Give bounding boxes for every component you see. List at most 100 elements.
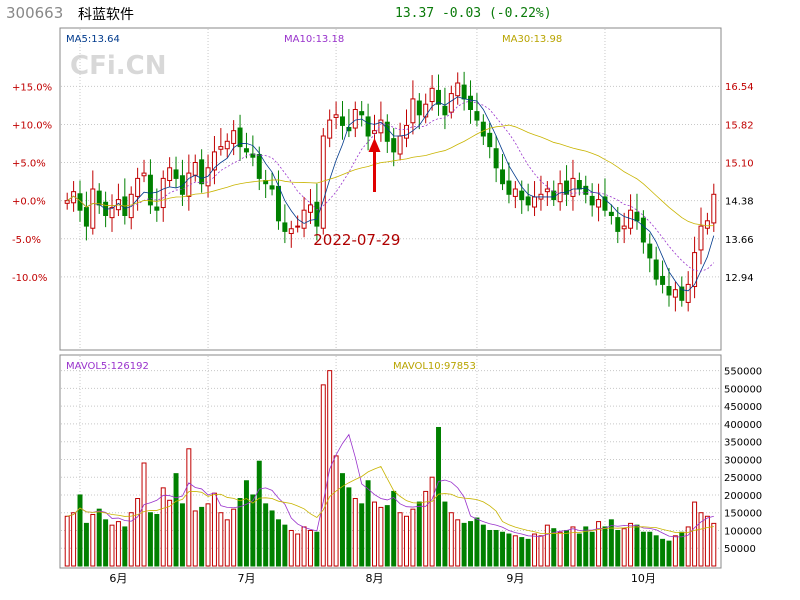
right-axis-ticks: 16.54 15.82 15.10 14.38 13.66 12.94 xyxy=(725,82,754,284)
volume-bar xyxy=(199,506,205,567)
volume-bar xyxy=(218,512,224,567)
candle-body xyxy=(685,283,691,303)
candle-body xyxy=(679,286,685,301)
volume-bar xyxy=(205,503,211,567)
volume-bar xyxy=(711,522,717,567)
volume-bar xyxy=(103,519,109,567)
volume-bar xyxy=(416,501,422,567)
volume-bars xyxy=(64,370,717,567)
volume-axis-ticks: 550000 500000 450000 400000 350000 300000 2500… xyxy=(724,367,762,556)
volume-gridlines xyxy=(61,356,720,567)
volume-bar xyxy=(263,503,269,567)
volume-bar xyxy=(429,476,435,567)
candle-body xyxy=(237,127,243,148)
candle-body xyxy=(404,124,409,139)
annotation-arrow-head xyxy=(368,138,381,152)
volume-tick-label: 500000 xyxy=(724,384,762,395)
volume-bar xyxy=(365,480,371,567)
candle-body xyxy=(564,180,570,195)
candle-body xyxy=(544,188,550,193)
volume-bar xyxy=(173,473,179,567)
volume-tick-label: 150000 xyxy=(724,509,762,520)
volume-bar xyxy=(621,528,627,567)
candle-body xyxy=(224,140,230,150)
volume-ma-lines xyxy=(67,433,714,538)
right-tick-label: 14.38 xyxy=(725,197,754,208)
candle-body xyxy=(474,111,480,121)
candle-body xyxy=(192,162,198,176)
legend-mavol5: MAVOL5:126192 xyxy=(66,361,149,372)
volume-bar xyxy=(301,526,307,567)
candle-body xyxy=(269,185,275,190)
volume-bar xyxy=(692,501,698,567)
candle-body xyxy=(346,127,352,132)
candle-body xyxy=(532,196,538,208)
volume-bar xyxy=(186,448,192,567)
volume-bar xyxy=(615,529,621,567)
volume-bar xyxy=(314,531,320,567)
volume-tick-label: 200000 xyxy=(724,491,762,502)
volume-bar xyxy=(474,517,480,567)
candle-body xyxy=(295,225,301,228)
candle-body xyxy=(301,209,307,229)
volume-bar xyxy=(71,512,77,567)
candle-body xyxy=(660,275,666,285)
mavol10-line xyxy=(67,466,714,534)
volume-bar xyxy=(83,522,89,567)
volume-tick-label: 550000 xyxy=(724,367,762,378)
candle-body xyxy=(320,135,326,229)
volume-bar xyxy=(570,526,576,567)
volume-tick-label: 450000 xyxy=(724,402,762,413)
volume-bar xyxy=(532,533,538,567)
candle-body xyxy=(96,190,102,206)
volume-bar xyxy=(583,526,589,567)
candle-body xyxy=(83,207,89,227)
candle-body xyxy=(218,146,224,150)
candle-body xyxy=(416,100,422,116)
volume-tick-label: 100000 xyxy=(724,526,762,537)
candle-body xyxy=(666,286,672,296)
candle-body xyxy=(525,196,531,206)
watermark: CFi.CN xyxy=(70,51,166,81)
candle-body xyxy=(77,193,83,211)
volume-bar xyxy=(275,519,281,567)
candle-body xyxy=(256,154,262,179)
last-price: 13.37 xyxy=(395,6,435,21)
left-tick-label: +10.0% xyxy=(12,120,52,131)
x-axis-label: 6月 xyxy=(109,572,127,585)
candle-body xyxy=(468,95,474,110)
candle-body xyxy=(615,217,621,232)
volume-bar xyxy=(192,510,198,567)
candle-body xyxy=(340,116,345,126)
volume-bar xyxy=(525,538,531,567)
volume-bar xyxy=(436,426,441,567)
volume-tick-label: 50000 xyxy=(724,544,756,555)
volume-panel-frame xyxy=(59,354,722,569)
volume-bar xyxy=(647,531,653,567)
price-change: -0.03 xyxy=(441,6,482,21)
candle-body xyxy=(179,175,185,195)
candle-body xyxy=(173,169,179,179)
volume-bar xyxy=(493,529,499,567)
volume-bar xyxy=(397,512,403,567)
legend-ma10: MA10:13.18 xyxy=(284,34,344,45)
volume-bar xyxy=(378,506,384,567)
volume-bar xyxy=(250,494,256,567)
legend-ma30: MA30:13.98 xyxy=(502,34,562,45)
mavol5-line xyxy=(67,433,714,538)
candle-body xyxy=(352,109,358,129)
volume-bar xyxy=(282,524,288,567)
candle-body xyxy=(372,130,377,134)
volume-bar xyxy=(423,490,429,567)
left-tick-label: -5.0% xyxy=(12,235,41,246)
candle-body xyxy=(576,180,582,190)
volume-bar xyxy=(608,519,614,567)
volume-bar xyxy=(96,508,102,567)
volume-bar xyxy=(384,505,390,567)
volume-bar xyxy=(519,537,525,567)
candle-body xyxy=(429,87,435,103)
moving-average-lines xyxy=(66,96,715,292)
candle-body xyxy=(621,225,627,230)
volume-bar xyxy=(679,531,685,567)
